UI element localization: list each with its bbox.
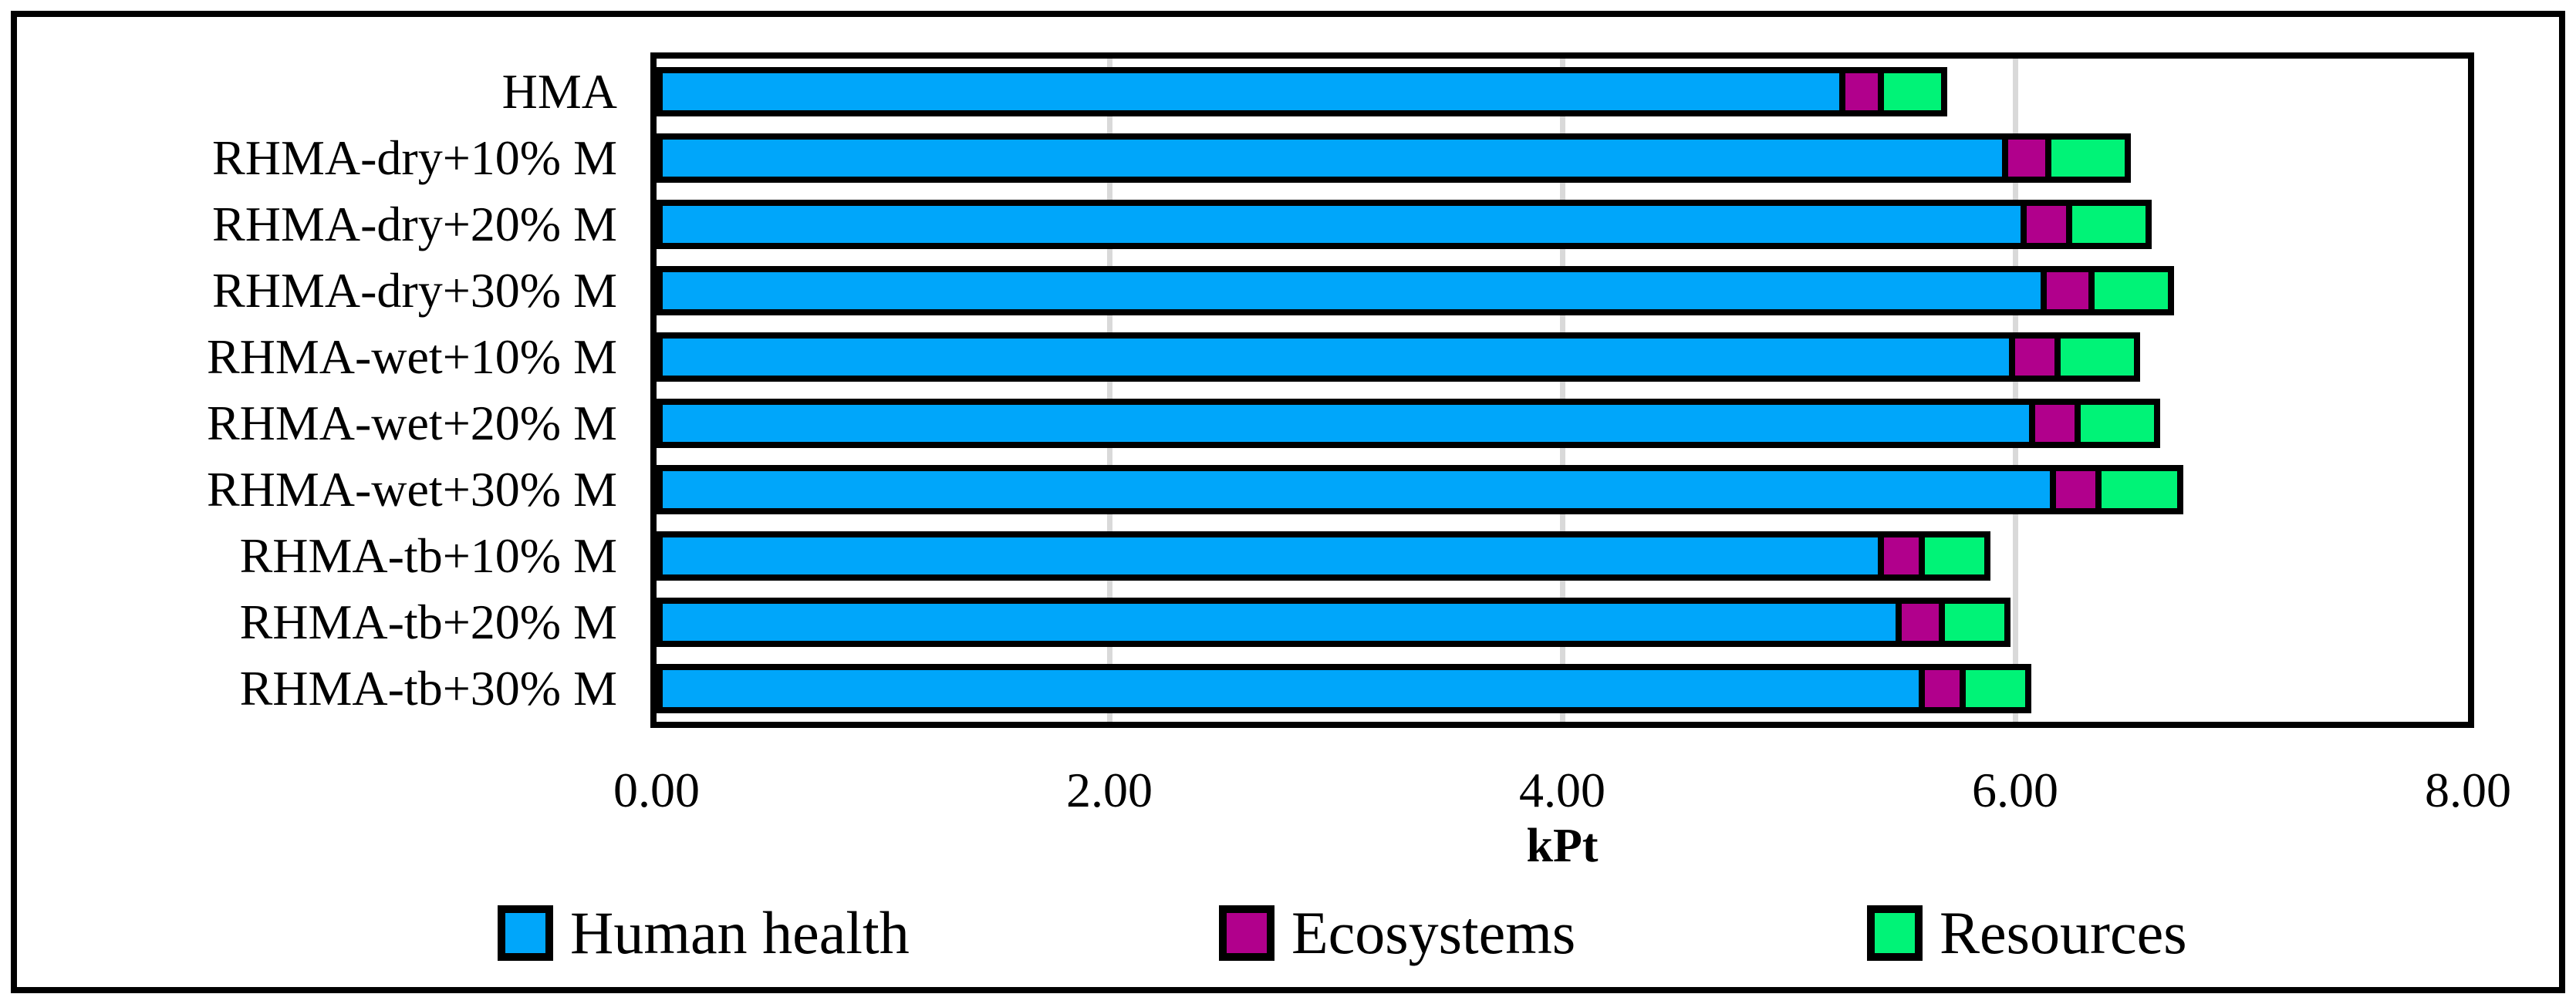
ecosystems-swatch-icon [1219, 905, 1274, 961]
x-tick-label: 0.00 [613, 763, 700, 817]
bar-row [657, 67, 1947, 116]
figure-outer-border [11, 11, 2565, 993]
category-label: RHMA-wet+30% M [206, 462, 617, 517]
chart-legend: Human health Ecosystems Resources [0, 891, 2576, 975]
legend-label-human-health: Human health [570, 899, 910, 966]
bar-row [657, 332, 2140, 382]
category-label: RHMA-dry+30% M [212, 263, 617, 318]
bar-segment-ecosystems [2009, 332, 2061, 382]
category-label: RHMA-tb+30% M [239, 661, 617, 716]
legend-label-resources: Resources [1940, 899, 2187, 966]
legend-item-human-health: Human health [498, 891, 910, 975]
x-tick-label: 2.00 [1066, 763, 1153, 817]
bar-segment-resources [1939, 598, 2010, 647]
bar-segment-resources [2066, 200, 2152, 249]
bar-segment-ecosystems [2029, 399, 2081, 448]
human-health-swatch-icon [498, 905, 553, 961]
bar-segment-ecosystems [2050, 465, 2102, 514]
bar-segment-human-health [657, 399, 2035, 448]
bar-segment-ecosystems [1896, 598, 1945, 647]
gridline-4 [1560, 59, 1565, 722]
bar-segment-human-health [657, 531, 1884, 581]
bar-segment-resources [2054, 332, 2140, 382]
category-label: RHMA-tb+20% M [239, 595, 617, 649]
bar-segment-resources [1878, 67, 1947, 116]
bar-row [657, 531, 1990, 581]
bar-segment-ecosystems [2002, 133, 2051, 183]
bar-row [657, 133, 2131, 183]
x-tick-label: 6.00 [1972, 763, 2058, 817]
bar-row [657, 399, 2160, 448]
bar-segment-resources [2088, 266, 2174, 315]
bar-segment-human-health [657, 266, 2047, 315]
bar-segment-ecosystems [1919, 664, 1966, 713]
resources-swatch-icon [1867, 905, 1923, 961]
bar-segment-resources [1919, 531, 1990, 581]
category-label: RHMA-dry+20% M [212, 197, 617, 251]
bar-segment-human-health [657, 598, 1902, 647]
bar-row [657, 598, 2010, 647]
x-axis-title: kPt [1526, 820, 1599, 872]
legend-label-ecosystems: Ecosystems [1291, 899, 1576, 966]
legend-item-ecosystems: Ecosystems [1219, 891, 1575, 975]
bar-segment-resources [2095, 465, 2183, 514]
bar-segment-human-health [657, 664, 1925, 713]
category-label: RHMA-wet+10% M [206, 329, 617, 384]
bar-segment-resources [1960, 664, 2031, 713]
bar-segment-ecosystems [1839, 67, 1884, 116]
gridline-2 [1107, 59, 1112, 722]
bar-segment-ecosystems [2021, 200, 2072, 249]
bar-segment-human-health [657, 67, 1845, 116]
bar-segment-ecosystems [2041, 266, 2095, 315]
bar-segment-human-health [657, 133, 2008, 183]
category-label: RHMA-dry+10% M [212, 130, 617, 185]
x-tick-label: 8.00 [2425, 763, 2511, 817]
gridline-6 [2013, 59, 2018, 722]
bar-segment-ecosystems [1878, 531, 1925, 581]
legend-item-resources: Resources [1867, 891, 2187, 975]
bar-segment-resources [2045, 133, 2131, 183]
bar-segment-resources [2075, 399, 2160, 448]
bar-segment-human-health [657, 200, 2027, 249]
category-label: HMA [501, 64, 617, 119]
plot-area-frame [650, 52, 2474, 728]
bar-row [657, 465, 2183, 514]
bar-segment-human-health [657, 332, 2015, 382]
bar-segment-human-health [657, 465, 2056, 514]
bar-row [657, 664, 2031, 713]
bar-row [657, 200, 2152, 249]
bar-row [657, 266, 2174, 315]
category-label: RHMA-wet+20% M [206, 396, 617, 450]
category-label: RHMA-tb+10% M [239, 528, 617, 583]
x-tick-label: 4.00 [1519, 763, 1605, 817]
